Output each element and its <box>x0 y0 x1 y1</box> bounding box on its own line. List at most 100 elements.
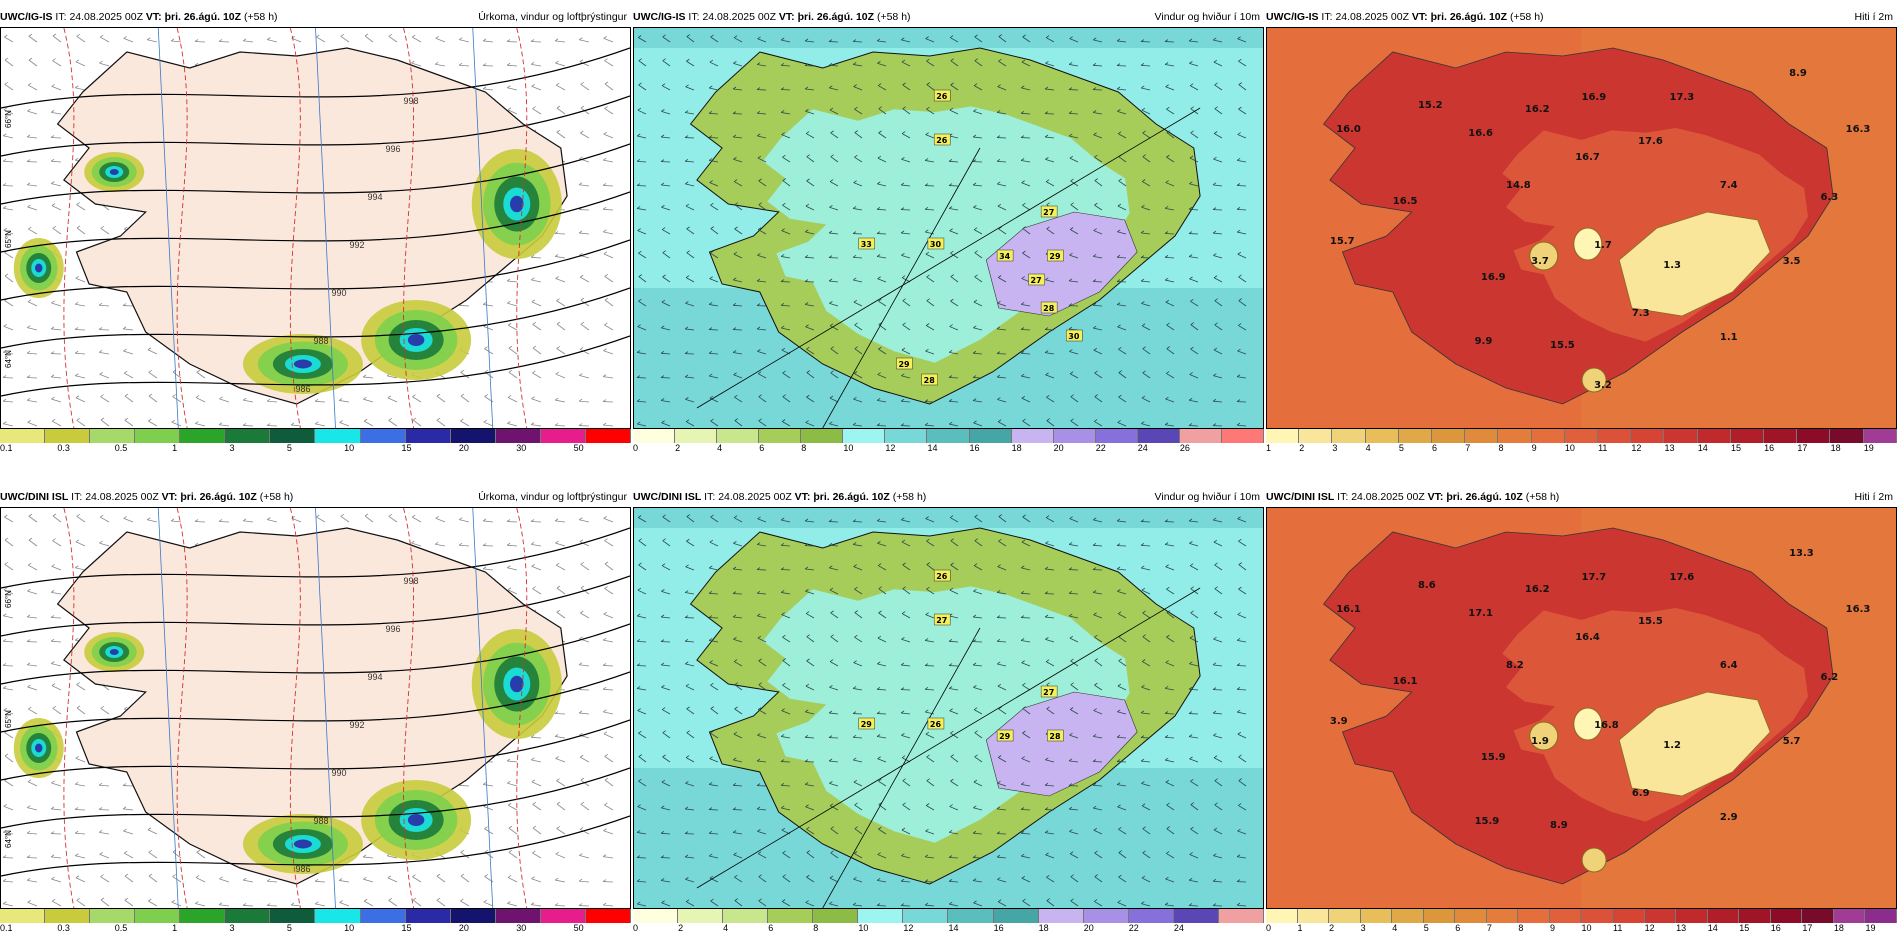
legend-tick-label: 1 <box>172 923 178 933</box>
wind-arrow-head <box>459 517 463 520</box>
wind-arrow <box>507 760 518 763</box>
wind-arrow <box>1165 301 1175 307</box>
map-view[interactable]: 26 27 27 29 26 29 28 <box>633 507 1264 909</box>
wind-arrow-head <box>660 662 665 666</box>
wind-arrow <box>387 877 398 883</box>
wind-arrow-head <box>218 902 223 906</box>
wind-arrow-head <box>709 539 714 543</box>
wind-arrow <box>1237 159 1247 163</box>
wind-arrow <box>51 302 62 307</box>
legend-swatch <box>180 909 226 923</box>
grid-line <box>822 147 981 428</box>
wind-arrow <box>4 732 14 739</box>
gust-marker <box>933 569 951 582</box>
wind-arrow-head <box>710 34 714 38</box>
wind-arrow-head <box>122 326 127 330</box>
legend-tick-label: 9 <box>1531 443 1537 453</box>
wind-arrow-head <box>686 58 690 62</box>
wind-arrow <box>603 38 614 43</box>
wind-arrow <box>556 780 566 787</box>
wind-arrow-head <box>578 662 583 666</box>
map-view[interactable]: 986 988 990 992 994 996 998 66°N 65°N 64°N <box>0 27 631 429</box>
wind-arrow-head <box>973 205 977 208</box>
wind-arrow-head <box>1212 423 1217 426</box>
wind-arrow-head <box>1117 683 1122 687</box>
wind-arrow-head <box>52 33 57 37</box>
map-canvas[interactable]: 8.915.2 16.216.9 17.316.0 16.617.616.716.31… <box>1267 28 1896 428</box>
wind-arrow <box>1189 736 1199 739</box>
wind-arrow <box>781 710 791 715</box>
wind-arrow-head <box>1189 61 1193 64</box>
wind-arrow-head <box>1166 346 1170 349</box>
wind-arrow <box>530 736 542 739</box>
map-view[interactable]: 13.3 8.6 16.2 17.7 17.6 16.1 17.1 15.5 16.4 16.3 8… <box>1266 507 1897 909</box>
wind-arrow-head <box>637 324 641 328</box>
wind-arrow <box>1092 784 1103 787</box>
wind-arrow <box>532 108 542 115</box>
wind-arrow <box>661 85 671 91</box>
wind-arrow-head <box>76 418 80 421</box>
vt-label: VT: <box>1427 491 1447 503</box>
wind-arrow-head <box>926 58 930 62</box>
wind-arrow-head <box>74 781 79 785</box>
wind-arrow-head <box>50 806 55 810</box>
map-view[interactable]: 8.9 15.2 16.2 16.9 17.3 16.0 16.6 17.6 16.7 16.3 1… <box>1266 27 1897 429</box>
wind-arrow <box>1189 278 1199 283</box>
legend-swatch <box>1297 909 1330 923</box>
legend-swatch <box>315 429 361 443</box>
wind-arrow <box>829 877 839 883</box>
temperature-value: 6.9 <box>1632 788 1650 799</box>
wind-arrow-head <box>733 179 738 182</box>
wind-arrow <box>661 184 671 187</box>
wind-arrow-head <box>124 897 129 901</box>
wind-arrow-head <box>1069 635 1074 639</box>
map-canvas[interactable]: 13.38.6 16.217.7 17.616.1 17.115.516.416.38… <box>1267 508 1896 908</box>
wind-arrow <box>781 519 791 523</box>
wind-arrow-head <box>686 226 690 230</box>
wind-arrow-head <box>1046 418 1051 421</box>
wind-arrow <box>854 612 863 619</box>
wind-arrow-head <box>637 587 642 591</box>
legend-swatch <box>45 429 91 443</box>
legend-swatch <box>1218 909 1264 923</box>
wind-arrow-head <box>122 806 127 810</box>
wind-arrow-head <box>602 422 607 426</box>
wind-arrow-head <box>804 63 809 66</box>
wind-arrow <box>974 732 983 739</box>
wind-arrow-head <box>1045 515 1050 518</box>
wind-arrow <box>710 732 719 739</box>
wind-arrow <box>662 276 671 283</box>
wind-arrow-head <box>805 683 810 687</box>
wind-arrow-head <box>580 610 584 614</box>
wind-arrow-head <box>900 903 905 906</box>
wind-arrow <box>460 372 470 379</box>
wind-arrow <box>1214 564 1223 571</box>
wind-arrow <box>1213 375 1223 379</box>
wind-arrow-head <box>829 301 833 304</box>
wind-arrow <box>758 396 767 403</box>
wind-arrow <box>1142 372 1151 379</box>
wind-arrow-head <box>734 202 738 206</box>
wind-arrow <box>506 41 518 43</box>
gust-marker <box>933 89 951 102</box>
wind-arrow <box>709 61 719 67</box>
wind-arrow <box>973 327 983 331</box>
map-view[interactable]: 26 26 27 33 30 34 29 27 28 30 29 28 <box>633 27 1264 429</box>
wind-arrow <box>709 87 719 91</box>
wind-arrow-head <box>1068 567 1073 570</box>
wind-arrow <box>757 280 767 283</box>
wind-arrow <box>1117 422 1127 427</box>
wind-arrow <box>123 350 134 355</box>
wind-arrow-head <box>1117 900 1121 903</box>
wind-arrow <box>734 708 743 715</box>
legend-swatch <box>135 909 181 923</box>
wind-arrow <box>1069 254 1079 259</box>
map-view[interactable]: 986 988 990 992 994 996 998 66°N 65°N 64°N <box>0 507 631 909</box>
isobar-label: 992 <box>350 720 365 730</box>
wind-arrow-head <box>76 225 81 229</box>
wind-arrow <box>195 877 206 883</box>
